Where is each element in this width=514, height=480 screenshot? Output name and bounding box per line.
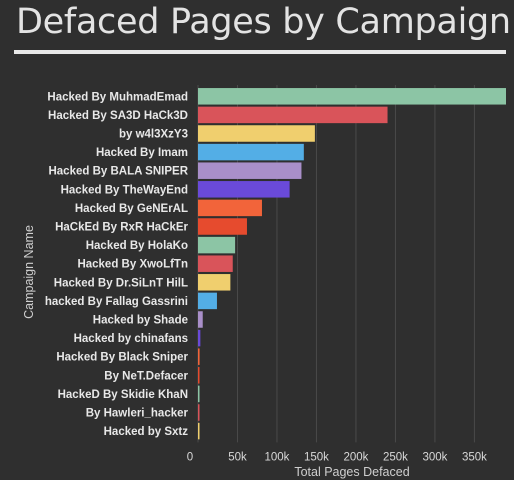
bar[interactable] (198, 422, 200, 440)
x-tick-labels: 0 50k 100k 150k 200k 250k 300k 350k (187, 451, 487, 463)
bar[interactable] (198, 88, 506, 105)
bar[interactable] (198, 329, 201, 347)
bar[interactable] (198, 292, 217, 310)
category-label: Hacked By GeNErAL (75, 203, 188, 215)
bar[interactable] (198, 367, 200, 384)
bar[interactable] (198, 162, 302, 179)
bar[interactable] (198, 181, 290, 198)
category-label: by w4l3XzY3 (119, 129, 188, 141)
category-label: Hacked by Shade (93, 315, 188, 327)
category-label: Hacked By MuhmadEmad (47, 91, 188, 103)
x-tick-label: 50k (228, 451, 247, 463)
category-label: Hacked by chinafans (74, 333, 188, 345)
category-label: Hacked By XwoLfTn (77, 259, 188, 271)
bar[interactable] (198, 348, 200, 365)
x-tick-label: 150k (304, 451, 329, 463)
category-label: By Hawleri_hacker (86, 408, 189, 420)
x-tick-label: 0 (187, 451, 193, 463)
bar[interactable] (198, 236, 236, 254)
category-label: Hacked By Black Sniper (56, 352, 188, 364)
bar[interactable] (198, 106, 388, 124)
category-label: Hacked By Imam (96, 147, 188, 159)
bar[interactable] (198, 311, 203, 328)
category-label: Hacked By BALA SNIPER (48, 166, 188, 178)
x-tick-label: 300k (422, 451, 447, 463)
x-tick-label: 250k (383, 451, 408, 463)
y-axis-title: Campaign Name (22, 225, 36, 319)
category-label: Hacked By SA3D HaCk3D (48, 110, 188, 122)
bar[interactable] (198, 199, 262, 217)
category-label: Hacked by Sxtz (104, 426, 189, 438)
bar[interactable] (198, 143, 304, 161)
bar[interactable] (198, 125, 315, 142)
category-label: HaCkEd By RxR HaCkEr (55, 222, 188, 234)
title-underline (14, 50, 506, 54)
x-tick-label: 100k (265, 451, 290, 463)
bar[interactable] (198, 255, 233, 272)
bar[interactable] (198, 404, 200, 421)
dashboard-title: Defaced Pages by Campaign (16, 2, 511, 42)
category-label: HackeD By Skidie KhaN (58, 389, 188, 401)
category-label: Hacked By TheWayEnd (61, 184, 188, 196)
category-label: hacked By Fallag Gassrini (45, 296, 188, 308)
x-tick-label: 200k (343, 451, 368, 463)
bar[interactable] (198, 218, 247, 235)
bar[interactable] (198, 385, 200, 403)
category-label: Hacked By HolaKo (86, 240, 188, 252)
bars (198, 88, 506, 440)
x-axis-title: Total Pages Defaced (294, 465, 409, 479)
bar[interactable] (198, 274, 231, 291)
category-label: Hacked By Dr.SiLnT HilL (54, 277, 188, 289)
category-labels: Hacked By MuhmadEmad Hacked By SA3D HaCk3… (45, 91, 189, 438)
x-tick-label: 350k (462, 451, 487, 463)
category-label: By NeT.Defacer (104, 370, 188, 382)
